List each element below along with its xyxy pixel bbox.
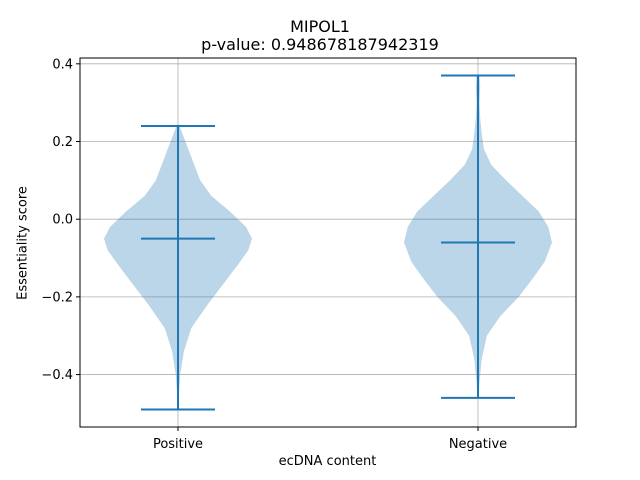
y-tick-label: 0.4 xyxy=(52,57,73,72)
plot-frame xyxy=(79,57,577,428)
y-tick-label: 0.2 xyxy=(52,135,73,150)
y-tick-label: 0.0 xyxy=(52,213,73,228)
x-tick-label: Negative xyxy=(449,437,507,452)
x-axis-label: ecDNA content xyxy=(278,454,377,469)
y-tick-label: −0.2 xyxy=(41,290,73,305)
y-tick-label: −0.4 xyxy=(41,368,73,383)
chart-subtitle: p-value: 0.948678187942319 xyxy=(201,35,439,54)
x-tick-label: Positive xyxy=(153,437,203,452)
y-axis-label: Essentiality score xyxy=(15,186,31,300)
chart-title: MIPOL1 xyxy=(290,17,350,36)
